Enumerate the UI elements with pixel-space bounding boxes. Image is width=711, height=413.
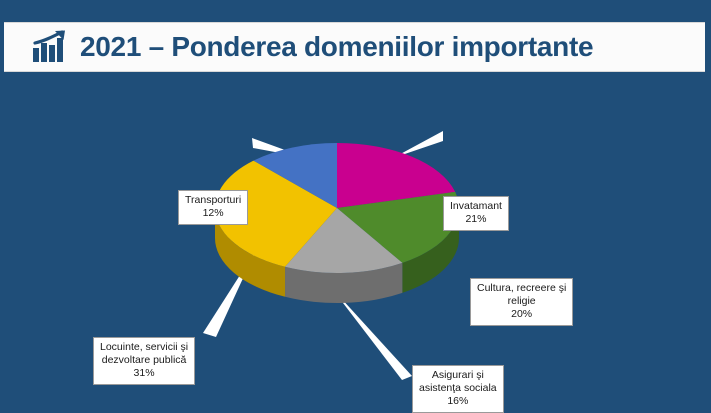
slice-top	[215, 160, 337, 267]
label-text-line1: Locuinte, servicii şi	[100, 341, 189, 353]
slice-top	[285, 208, 403, 273]
label-percent: 12%	[202, 207, 224, 219]
pie-top-face	[215, 143, 459, 273]
label-text-line1: Asigurari şi	[431, 369, 484, 381]
label-text-line2: asistenţa sociala	[419, 382, 497, 394]
slice-top	[337, 143, 456, 208]
label-text-line2: religie	[507, 295, 536, 307]
label-text-line2: dezvoltare publică	[101, 354, 187, 366]
data-label-transporturi[interactable]: Transporturi 12%	[178, 190, 249, 225]
label-text: Transporturi	[185, 194, 242, 206]
slice-side	[402, 208, 459, 293]
pie-chart: Transporturi 12% Invatamant 21% Cultura,…	[0, 80, 711, 413]
data-label-asigurari[interactable]: Asigurari şi asistenţa sociala 16%	[412, 365, 504, 413]
data-label-invatamant[interactable]: Invatamant 21%	[443, 196, 509, 231]
label-percent: 31%	[133, 367, 155, 379]
page-title: 2021 – Ponderea domeniilor importante	[80, 31, 594, 62]
label-percent: 16%	[447, 395, 469, 407]
label-percent: 21%	[465, 213, 487, 225]
label-text-line1: Cultura, recreere şi	[477, 282, 567, 294]
header-bar: 2021 – Ponderea domeniilor importante	[4, 22, 705, 72]
slice-top	[337, 191, 459, 263]
label-text: Invatamant	[450, 200, 502, 212]
slice-side	[215, 208, 286, 297]
slice-top	[253, 143, 337, 208]
pie-chart-svg	[203, 131, 470, 380]
data-label-locuinte[interactable]: Locuinte, servicii şi dezvoltare publică…	[93, 337, 196, 385]
label-percent: 20%	[511, 308, 533, 320]
bar-chart-growth-icon	[33, 30, 65, 62]
slice-side	[285, 262, 403, 303]
data-label-cultura[interactable]: Cultura, recreere şi religie 20%	[470, 278, 574, 326]
pie-body	[215, 208, 459, 303]
